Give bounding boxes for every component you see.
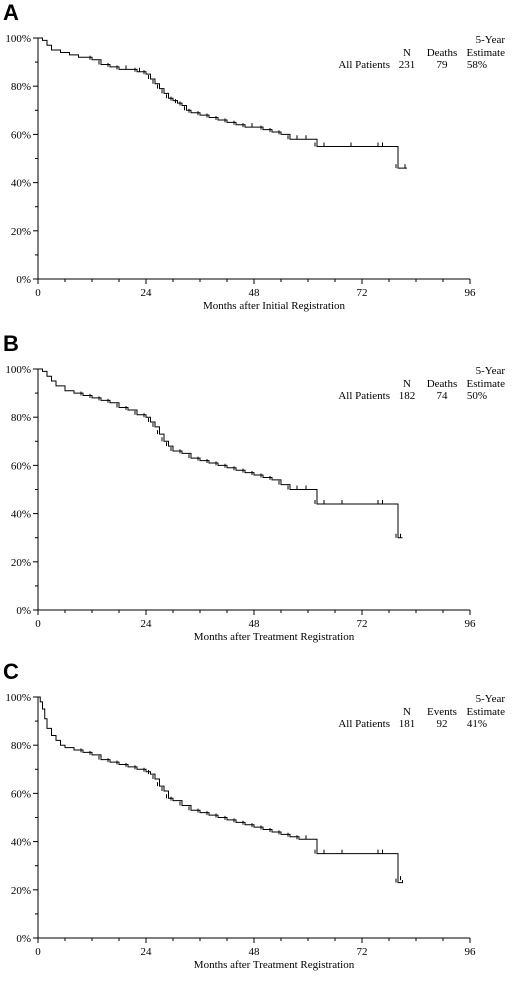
table-cell: 181: [399, 718, 416, 730]
table-header: Estimate: [467, 47, 506, 59]
table-header-5-year: 5-Year: [476, 34, 506, 46]
x-tick-label: 48: [249, 618, 261, 630]
y-tick-label: 0%: [16, 605, 31, 617]
x-tick-label: 96: [465, 618, 477, 630]
x-axis-label: Months after Initial Registration: [203, 300, 346, 312]
y-tick-label: 0%: [16, 274, 31, 286]
y-tick-label: 60%: [11, 129, 31, 141]
y-tick-label: 80%: [11, 81, 31, 93]
panel-label: C: [3, 659, 19, 684]
table-header-5-year: 5-Year: [476, 693, 506, 705]
y-tick-label: 100%: [5, 33, 31, 45]
km-chart-b: 0% 20% 40% 60% 80% 100% 0 24 48 72 96 Months after …: [5, 364, 506, 643]
panel-label: B: [3, 331, 19, 356]
table-cell: 50%: [467, 390, 487, 402]
x-tick-label: 96: [465, 946, 477, 958]
y-tick-label: 20%: [11, 557, 31, 569]
table-cell: 231: [399, 59, 416, 71]
y-tick-label: 80%: [11, 740, 31, 752]
table-cell: 41%: [467, 718, 487, 730]
y-tick-label: 100%: [5, 364, 31, 376]
table-row-label: All Patients: [338, 390, 390, 402]
table-row-label: All Patients: [338, 59, 390, 71]
y-tick-label: 40%: [11, 837, 31, 849]
table-header: N: [403, 47, 411, 59]
x-tick-label: 24: [141, 618, 153, 630]
table-header-5-year: 5-Year: [476, 365, 506, 377]
y-tick-label: 40%: [11, 178, 31, 190]
table-cell: 79: [437, 59, 449, 71]
table-cell: 182: [399, 390, 416, 402]
table-cell: 74: [437, 390, 449, 402]
x-axis-label: Months after Treatment Registration: [194, 631, 355, 643]
panel-b: B 0% 20% 40% 60% 80% 100% 0 24 48 72 96 Months afte…: [0, 331, 520, 660]
x-tick-label: 72: [357, 287, 368, 299]
table-header: Estimate: [467, 706, 506, 718]
panel-a: A 0% 20% 40% 60% 80% 100% 0 24 48 72 96 Months afte…: [0, 0, 520, 329]
table-header: Deaths: [427, 47, 458, 59]
x-tick-label: 72: [357, 618, 368, 630]
panel-c: C 0% 20% 40% 60% 80% 100% 0 24 48 72 96 Months afte…: [0, 659, 520, 988]
table-header: N: [403, 378, 411, 390]
table-header: N: [403, 706, 411, 718]
x-tick-label: 0: [35, 946, 41, 958]
x-axis-label: Months after Treatment Registration: [194, 959, 355, 971]
x-tick-label: 0: [35, 618, 41, 630]
y-tick-label: 60%: [11, 788, 31, 800]
y-tick-label: 20%: [11, 885, 31, 897]
survival-curve: [38, 37, 407, 169]
x-tick-label: 96: [465, 287, 477, 299]
y-tick-label: 100%: [5, 692, 31, 704]
table-header: Events: [427, 706, 457, 718]
x-tick-label: 0: [35, 287, 41, 299]
table-header: Estimate: [467, 378, 506, 390]
x-tick-label: 24: [141, 287, 153, 299]
table-row-label: All Patients: [338, 718, 390, 730]
table-header: Deaths: [427, 378, 458, 390]
table-cell: 92: [437, 718, 448, 730]
km-chart-c: 0% 20% 40% 60% 80% 100% 0 24 48 72 96 Months after …: [5, 692, 506, 971]
y-tick-label: 20%: [11, 226, 31, 238]
x-tick-label: 24: [141, 946, 153, 958]
table-cell: 58%: [467, 59, 487, 71]
y-tick-label: 0%: [16, 933, 31, 945]
x-tick-label: 48: [249, 946, 261, 958]
x-tick-label: 48: [249, 287, 261, 299]
y-tick-label: 40%: [11, 509, 31, 521]
y-tick-label: 80%: [11, 412, 31, 424]
km-chart-a: 0% 20% 40% 60% 80% 100% 0 24 48 72 96 Months after …: [5, 33, 506, 312]
panel-label: A: [3, 0, 19, 25]
x-tick-label: 72: [357, 946, 368, 958]
y-tick-label: 60%: [11, 460, 31, 472]
